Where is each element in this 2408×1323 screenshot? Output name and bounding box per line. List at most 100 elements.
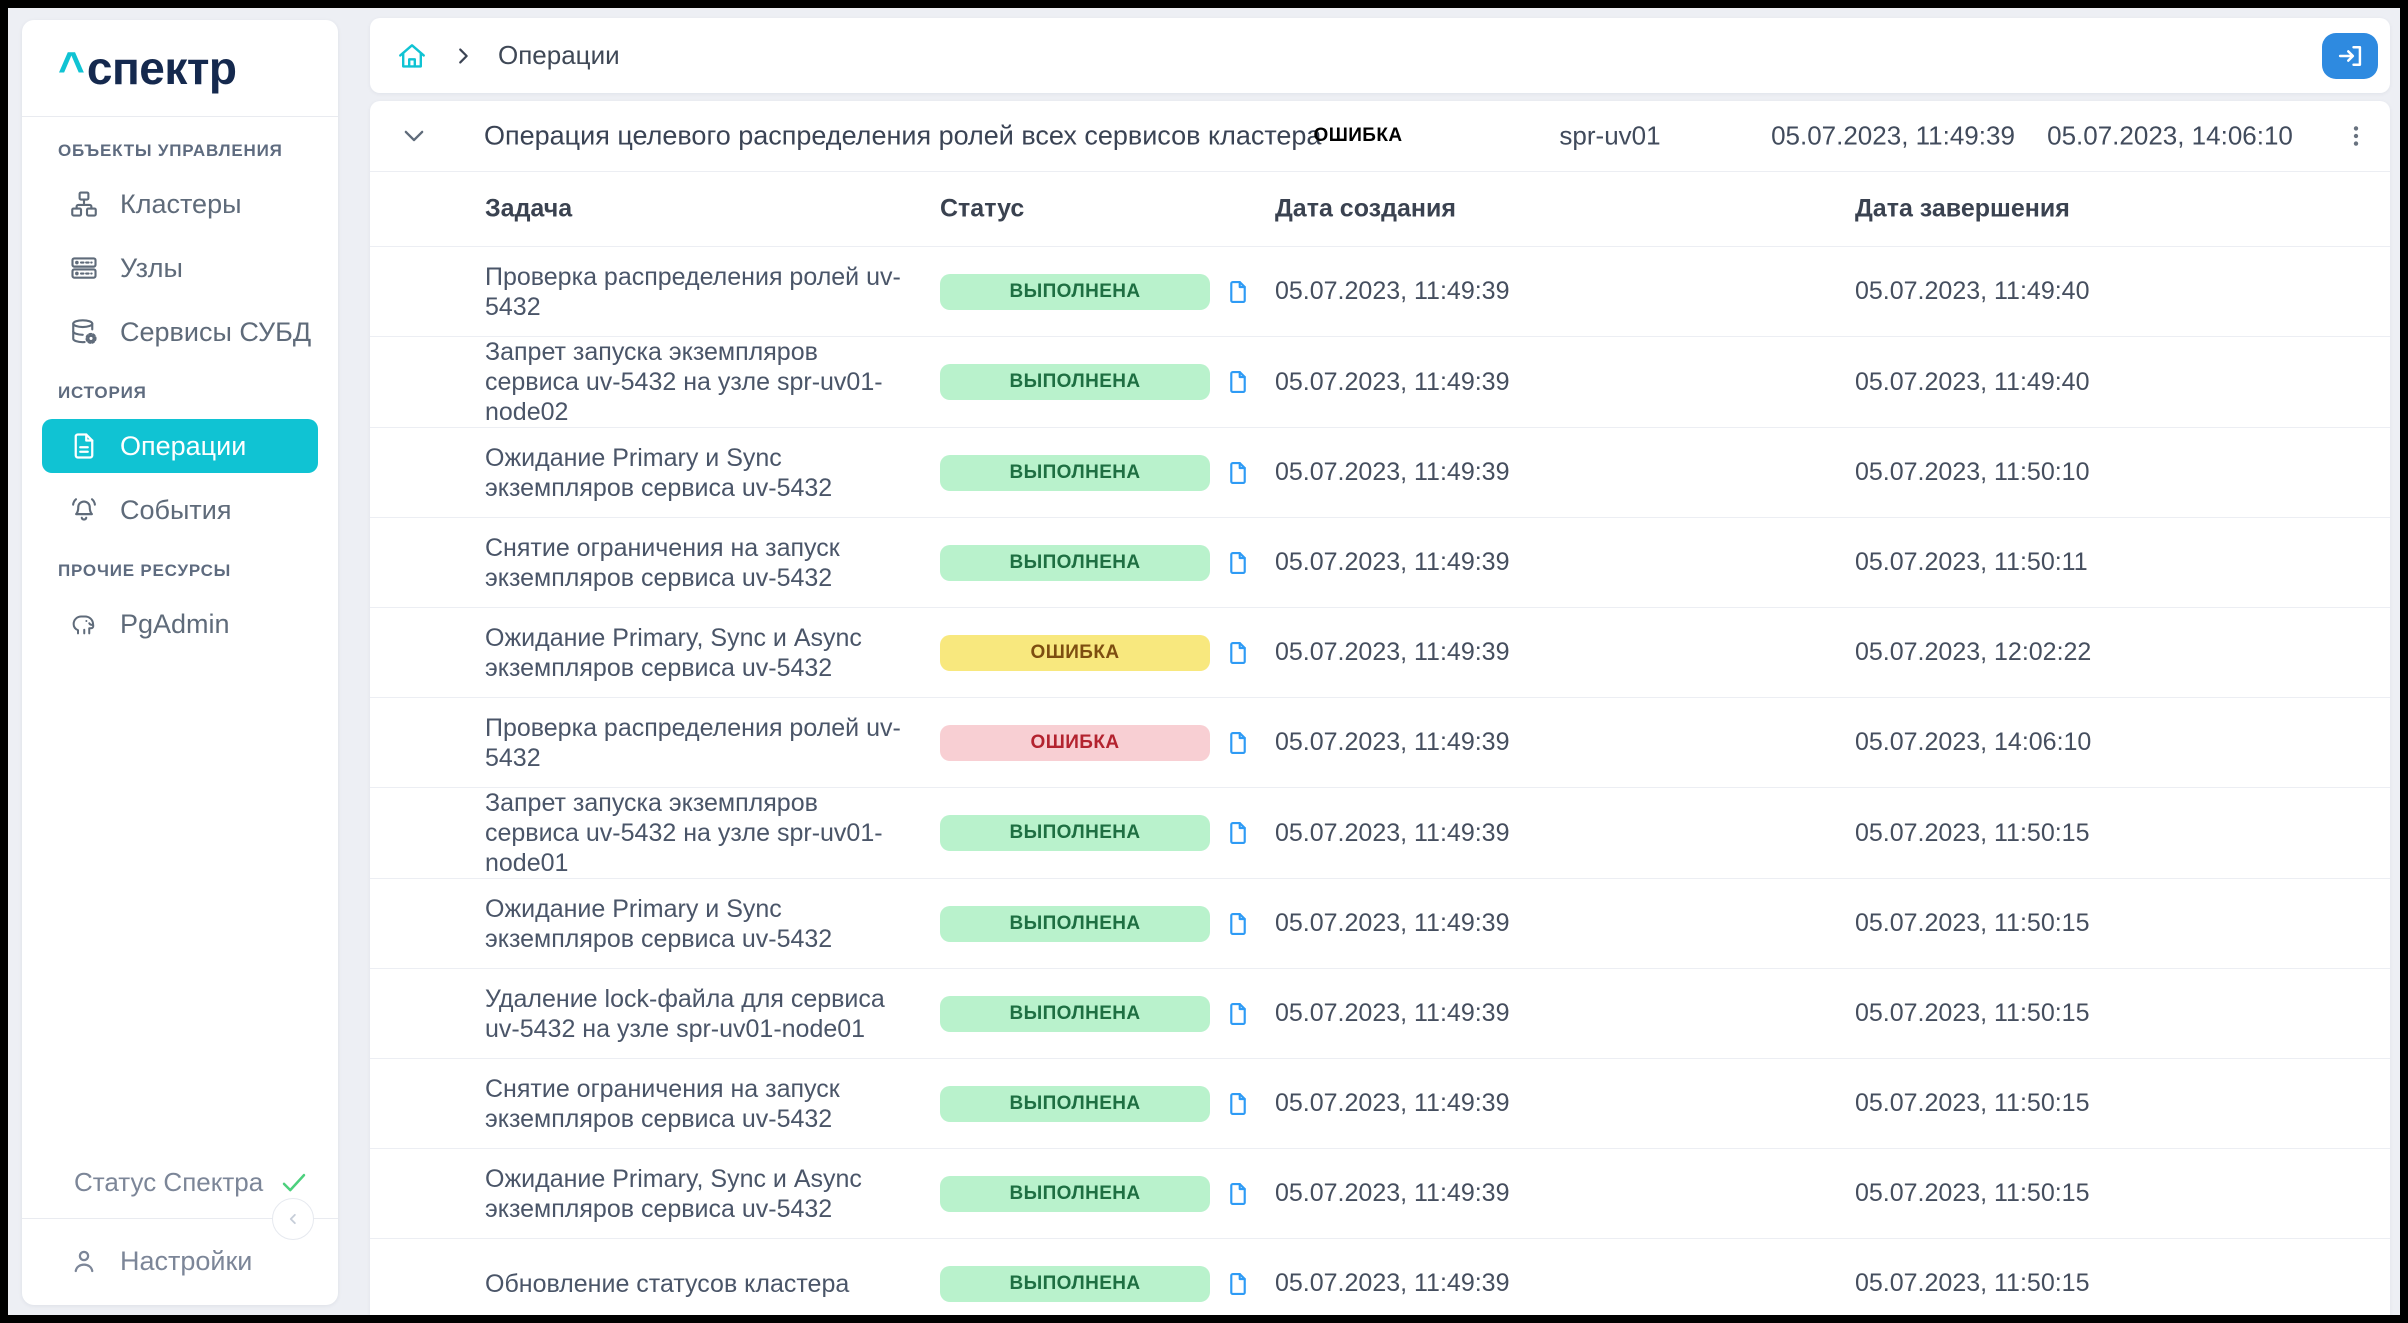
log-file-icon[interactable]	[1224, 639, 1252, 667]
status-cell: ВЫПОЛНЕНА	[940, 455, 1275, 491]
column-header-status: Статус	[940, 195, 1024, 224]
sidebar-item-events[interactable]: События	[42, 483, 318, 537]
created-date: 05.07.2023, 11:49:39	[1275, 638, 1855, 667]
status-cell: ВЫПОЛНЕНА	[940, 906, 1275, 942]
log-file-icon[interactable]	[1224, 819, 1252, 847]
created-date: 05.07.2023, 11:49:39	[1275, 368, 1855, 397]
log-file-icon[interactable]	[1224, 549, 1252, 577]
status-cell: ОШИБКА	[940, 725, 1275, 761]
nodes-icon	[68, 252, 100, 284]
sidebar-item-operations[interactable]: Операции	[42, 419, 318, 473]
log-file-icon[interactable]	[1224, 729, 1252, 757]
table-row: Запрет запуска экземпляров сервиса uv-54…	[370, 788, 2390, 879]
finished-date: 05.07.2023, 11:50:10	[1855, 458, 2390, 487]
chevron-down-icon[interactable]	[396, 118, 432, 154]
status-cell: ВЫПОЛНЕНА	[940, 274, 1275, 310]
app-frame: ^спектр ОБЪЕКТЫ УПРАВЛЕНИЯ Кластеры	[8, 8, 2400, 1315]
finished-date: 05.07.2023, 11:49:40	[1855, 368, 2390, 397]
task-name: Ожидание Primary, Sync и Async экземпляр…	[485, 1164, 940, 1224]
created-date: 05.07.2023, 11:49:39	[1275, 909, 1855, 938]
task-name: Проверка распределения ролей uv-5432	[485, 713, 940, 773]
table-row: Удаление lock-файла для сервиса uv-5432 …	[370, 969, 2390, 1059]
status-cell: ВЫПОЛНЕНА	[940, 1176, 1275, 1212]
operation-header-row: Операция целевого распределения ролей вс…	[370, 101, 2390, 172]
sidebar-item-pgadmin[interactable]: PgAdmin	[42, 597, 318, 651]
logo-text: спектр	[87, 41, 237, 95]
finished-date: 05.07.2023, 11:50:15	[1855, 1089, 2390, 1118]
status-badge: ОШИБКА	[940, 635, 1210, 671]
column-header-finished: Дата завершения	[1855, 195, 2070, 224]
section-label-objects: ОБЪЕКТЫ УПРАВЛЕНИЯ	[58, 141, 318, 161]
finished-date: 05.07.2023, 14:06:10	[1855, 728, 2390, 757]
sidebar-collapse-button[interactable]	[272, 1198, 314, 1240]
events-icon	[68, 494, 100, 526]
log-file-icon[interactable]	[1224, 459, 1252, 487]
sidebar-item-label: PgAdmin	[120, 609, 230, 640]
log-file-icon[interactable]	[1224, 1180, 1252, 1208]
spektr-status: Статус Спектра	[42, 1156, 318, 1208]
section-label-other-resources: ПРОЧИЕ РЕСУРСЫ	[58, 561, 318, 581]
table-row: Ожидание Primary и Sync экземпляров серв…	[370, 879, 2390, 969]
db-services-icon	[68, 316, 100, 348]
home-icon[interactable]	[396, 39, 430, 73]
status-badge: ВЫПОЛНЕНА	[940, 1086, 1210, 1122]
sidebar-nav: ОБЪЕКТЫ УПРАВЛЕНИЯ Кластеры	[22, 141, 338, 651]
created-date: 05.07.2023, 11:49:39	[1275, 1089, 1855, 1118]
table-row: Запрет запуска экземпляров сервиса uv-54…	[370, 337, 2390, 428]
sidebar-item-db-services[interactable]: Сервисы СУБД	[42, 305, 318, 359]
table-row: Ожидание Primary, Sync и Async экземпляр…	[370, 1149, 2390, 1239]
operation-title: Операция целевого распределения ролей вс…	[484, 121, 1321, 152]
column-header-created: Дата создания	[1275, 195, 1456, 224]
breadcrumb: Операции	[370, 18, 2390, 93]
finished-date: 05.07.2023, 11:50:11	[1855, 548, 2390, 577]
user-icon	[68, 1245, 100, 1277]
table-header: Задача Статус Дата создания Дата заверше…	[370, 172, 2390, 247]
log-file-icon[interactable]	[1224, 1000, 1252, 1028]
table-row: Проверка распределения ролей uv-5432 ОШИ…	[370, 698, 2390, 788]
operations-panel: Операция целевого распределения ролей вс…	[370, 101, 2390, 1315]
finished-date: 05.07.2023, 11:50:15	[1855, 819, 2390, 848]
status-cell: ВЫПОЛНЕНА	[940, 1086, 1275, 1122]
operations-icon	[68, 430, 100, 462]
status-badge: ВЫПОЛНЕНА	[940, 545, 1210, 581]
task-name: Удаление lock-файла для сервиса uv-5432 …	[485, 984, 940, 1044]
created-date: 05.07.2023, 11:49:39	[1275, 458, 1855, 487]
logout-button[interactable]	[2322, 33, 2378, 79]
table-row: Проверка распределения ролей uv-5432 ВЫП…	[370, 247, 2390, 337]
sidebar-footer: Статус Спектра	[22, 1156, 338, 1305]
finished-date: 05.07.2023, 12:02:22	[1855, 638, 2390, 667]
status-badge: ВЫПОЛНЕНА	[940, 996, 1210, 1032]
log-file-icon[interactable]	[1224, 1090, 1252, 1118]
sidebar-item-label: Сервисы СУБД	[120, 317, 311, 348]
operation-finished-date: 05.07.2023, 14:06:10	[2025, 121, 2315, 152]
sidebar-item-label: Кластеры	[120, 189, 242, 220]
finished-date: 05.07.2023, 11:50:15	[1855, 999, 2390, 1028]
task-name: Запрет запуска экземпляров сервиса uv-54…	[485, 337, 940, 427]
sidebar-item-clusters[interactable]: Кластеры	[42, 177, 318, 231]
kebab-menu-icon[interactable]	[2342, 118, 2370, 154]
operation-status-badge: ОШИБКА	[1292, 119, 1424, 153]
status-badge: ВЫПОЛНЕНА	[940, 364, 1210, 400]
table-body: Проверка распределения ролей uv-5432 ВЫП…	[370, 247, 2390, 1315]
table-row: Ожидание Primary и Sync экземпляров серв…	[370, 428, 2390, 518]
pgadmin-icon	[68, 608, 100, 640]
log-file-icon[interactable]	[1224, 910, 1252, 938]
operation-created-date: 05.07.2023, 11:49:39	[1748, 121, 2038, 152]
table-row: Ожидание Primary, Sync и Async экземпляр…	[370, 608, 2390, 698]
finished-date: 05.07.2023, 11:50:15	[1855, 1269, 2390, 1298]
status-badge: ВЫПОЛНЕНА	[940, 274, 1210, 310]
sidebar: ^спектр ОБЪЕКТЫ УПРАВЛЕНИЯ Кластеры	[22, 20, 338, 1305]
task-name: Снятие ограничения на запуск экземпляров…	[485, 1074, 940, 1134]
status-cell: ВЫПОЛНЕНА	[940, 545, 1275, 581]
settings-button[interactable]: Настройки	[42, 1233, 318, 1289]
status-cell: ВЫПОЛНЕНА	[940, 815, 1275, 851]
log-file-icon[interactable]	[1224, 368, 1252, 396]
finished-date: 05.07.2023, 11:49:40	[1855, 277, 2390, 306]
sidebar-item-nodes[interactable]: Узлы	[42, 241, 318, 295]
log-file-icon[interactable]	[1224, 1270, 1252, 1298]
log-file-icon[interactable]	[1224, 278, 1252, 306]
created-date: 05.07.2023, 11:49:39	[1275, 277, 1855, 306]
sidebar-item-label: Узлы	[120, 253, 183, 284]
table-row: Снятие ограничения на запуск экземпляров…	[370, 1059, 2390, 1149]
column-header-task: Задача	[485, 195, 572, 224]
